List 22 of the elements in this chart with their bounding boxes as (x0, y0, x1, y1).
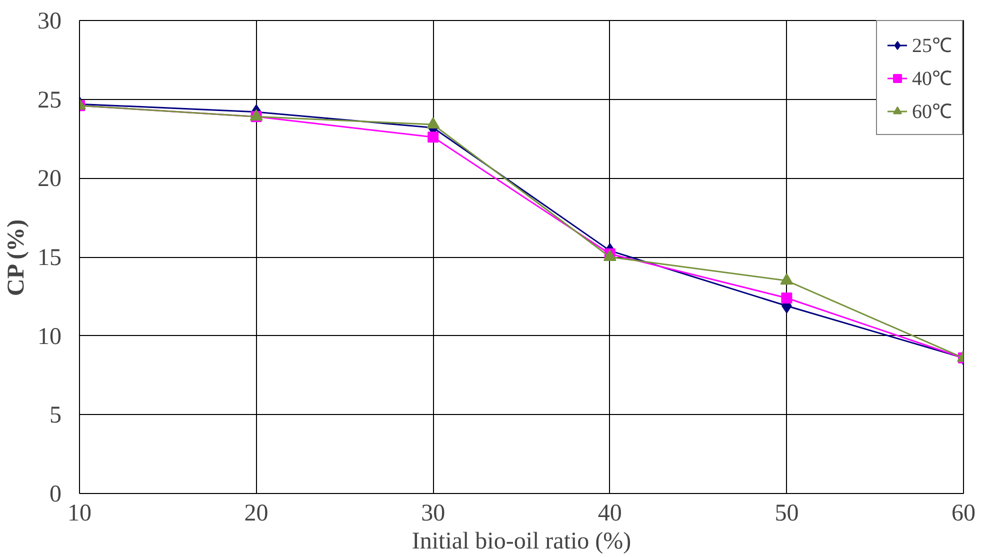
y-tick-label: 30 (38, 8, 62, 34)
legend-label: 40℃ (912, 67, 952, 91)
y-tick-label: 5 (50, 402, 62, 429)
x-tick-label: 50 (774, 500, 799, 526)
y-tick-label: 0 (50, 482, 62, 508)
y-tick-label: 10 (38, 324, 62, 350)
point (426, 117, 440, 129)
x-tick-label: 60 (952, 500, 976, 526)
x-tick-label: 30 (421, 500, 446, 526)
x-tick-label: 40 (598, 500, 622, 526)
point (780, 273, 794, 285)
y-tick-label: 15 (38, 245, 62, 271)
point (781, 292, 792, 304)
x-axis-title: Initial bio-oil ratio (%) (412, 528, 632, 554)
y-tick-label: 25 (38, 87, 62, 114)
y-axis-title: CP (%) (4, 219, 30, 296)
point (428, 132, 439, 143)
legend-label: 25℃ (912, 34, 952, 58)
y-tick-label: 20 (38, 166, 62, 192)
x-tick-label: 20 (244, 500, 268, 526)
x-tick-label: 10 (68, 500, 92, 526)
legend-label: 60℃ (912, 100, 952, 124)
